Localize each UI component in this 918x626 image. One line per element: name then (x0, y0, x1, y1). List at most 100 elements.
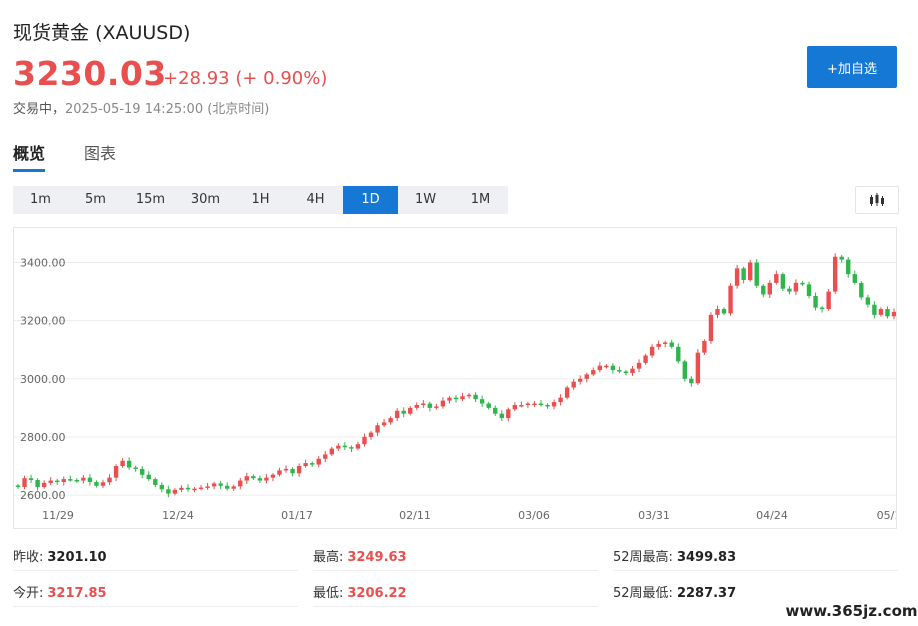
stat-high: 最高: 3249.63 (313, 546, 407, 565)
candle-body (819, 307, 825, 310)
watermark: www.365jz.com (785, 597, 918, 626)
stat-value: 3201.10 (47, 550, 107, 565)
candle-body (728, 285, 733, 314)
candle-body (715, 309, 720, 315)
candle-body (368, 432, 374, 437)
candle-body (355, 444, 361, 449)
candle-body (323, 454, 328, 459)
candle-body (218, 483, 223, 486)
stat-label: 昨收: (13, 550, 44, 565)
candle-body (852, 274, 857, 283)
candle-body (22, 478, 27, 487)
candle-body (231, 486, 236, 489)
period-1mo[interactable]: 1M (470, 192, 491, 207)
y-tick-label: 2600.00 (20, 489, 66, 502)
period-1m[interactable]: 1m (30, 192, 51, 207)
candle-body (630, 368, 635, 373)
stat-value: 3249.63 (347, 550, 407, 565)
divider (313, 606, 598, 607)
candle-body (532, 403, 537, 406)
candle-body (126, 460, 132, 468)
candle-body (107, 477, 112, 483)
candle-body (774, 274, 779, 283)
candle-body (859, 282, 864, 298)
candle-body (408, 407, 413, 414)
candle-body (290, 468, 295, 474)
candle-body (251, 476, 256, 479)
y-tick-label: 2800.00 (20, 431, 66, 444)
candle-body (244, 476, 250, 481)
x-tick-label: 03/06 (518, 509, 550, 522)
divider (313, 570, 598, 571)
candle-body (512, 404, 518, 410)
candle-body (473, 394, 478, 400)
candle-body (506, 409, 511, 419)
stat-52w-low: 52周最低: 2287.37 (613, 582, 736, 601)
period-4h[interactable]: 4H (306, 192, 325, 207)
x-tick-label: 02/11 (399, 509, 431, 522)
trading-status: 交易中，2025-05-19 14:25:00 (北京时间) (13, 98, 269, 117)
x-tick-label: 11/29 (42, 509, 74, 522)
candle-body (519, 404, 524, 407)
candle-body (270, 474, 276, 478)
candle-body (689, 378, 694, 384)
period-15m[interactable]: 15m (135, 192, 166, 207)
period-30m[interactable]: 30m (190, 192, 221, 207)
candle-body (401, 410, 406, 414)
period-1w[interactable]: 1W (414, 192, 437, 207)
quote-datetime: 2025-05-19 14:25:00 (65, 102, 204, 117)
candle-body (113, 466, 119, 478)
candle-body (140, 468, 145, 475)
candle-body (336, 445, 341, 449)
stat-prev-close: 昨收: 3201.10 (13, 546, 107, 565)
candle-body (597, 365, 603, 371)
candle-body (591, 370, 596, 375)
x-tick-label: 04/24 (756, 509, 788, 522)
stat-value: 3217.85 (47, 586, 107, 601)
stat-label: 最高: (313, 550, 344, 565)
candle-body (826, 291, 831, 310)
candle-body (133, 467, 138, 469)
candle-body (166, 489, 171, 494)
candle-body (499, 413, 504, 419)
period-5m[interactable]: 5m (85, 192, 106, 207)
add-watchlist-button[interactable]: +加自选 (807, 46, 897, 88)
candle-body (761, 285, 766, 295)
candle-body (813, 295, 818, 308)
candle-body (721, 309, 727, 314)
instrument-name: 现货黄金 (13, 22, 90, 44)
stat-label: 今开: (13, 586, 44, 601)
divider (613, 570, 898, 571)
tab-chart[interactable]: 图表 (84, 144, 117, 163)
candle-body (479, 399, 485, 404)
x-tick-label: 01/17 (281, 509, 313, 522)
candle-body (440, 400, 446, 407)
candle-body (636, 362, 642, 369)
candle-body (394, 410, 400, 419)
stat-label: 52周最高: (613, 550, 673, 565)
candle-body (578, 378, 583, 382)
candle-body (28, 478, 34, 480)
candle-body (329, 448, 334, 455)
active-tab-indicator (13, 169, 45, 172)
tab-overview[interactable]: 概览 (13, 144, 46, 163)
period-1d[interactable]: 1D (343, 186, 398, 214)
candle-body (793, 282, 799, 292)
stat-52w-high: 52周最高: 3499.83 (613, 546, 736, 565)
candle-body (35, 479, 40, 487)
candle-body (656, 343, 661, 347)
price-chart[interactable]: 3400.00 3200.00 3000.00 2800.00 2600.00 11/29… (13, 227, 901, 529)
candle-body (283, 468, 289, 471)
stat-low: 最低: 3206.22 (313, 582, 407, 601)
candle-body (447, 397, 452, 401)
candle-body (564, 387, 570, 398)
period-1h[interactable]: 1H (251, 192, 270, 207)
candle-body (74, 479, 80, 482)
x-tick-label: 03/31 (638, 509, 670, 522)
candle-body (342, 445, 348, 448)
candle-body (708, 314, 714, 342)
candle-body (211, 483, 217, 487)
candle-body (662, 342, 668, 344)
candle-body (695, 352, 701, 384)
chart-type-button[interactable] (855, 186, 899, 214)
